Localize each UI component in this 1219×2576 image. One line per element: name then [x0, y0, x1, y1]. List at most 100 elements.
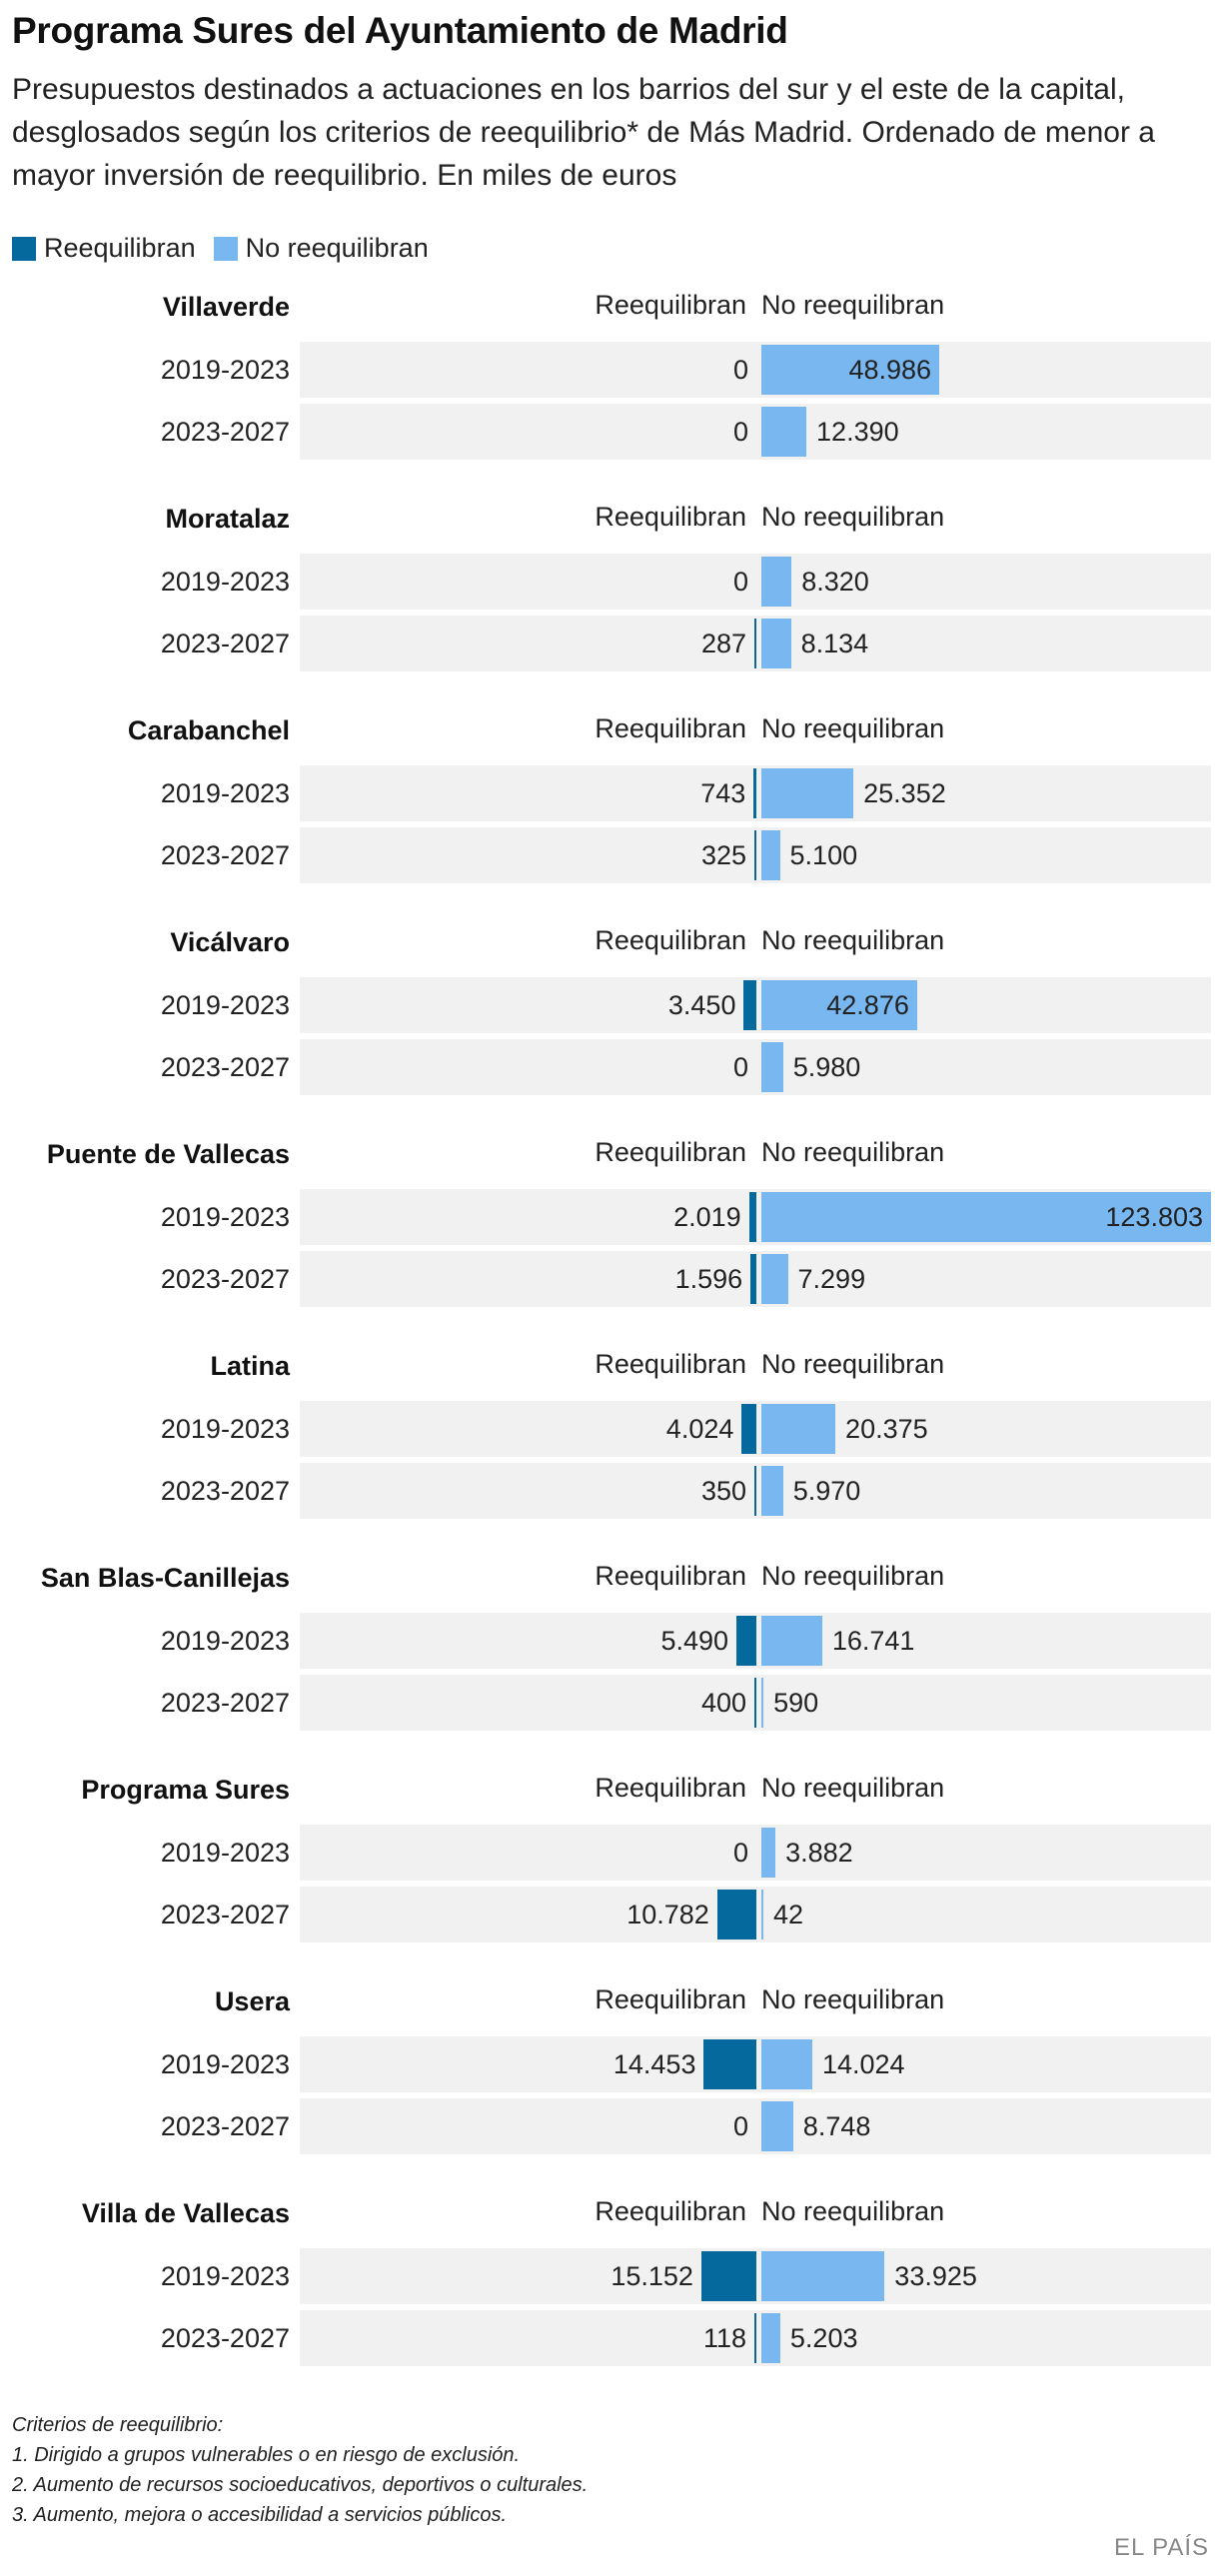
value-label-reequilibran: 0 [732, 1052, 748, 1082]
value-label-reequilibran: 15.152 [610, 2261, 693, 2291]
value-label-no-reequilibran: 8.320 [801, 567, 869, 597]
group-usera: Usera Reequilibran No reequilibran 2019-202… [0, 1974, 1219, 2186]
value-label-reequilibran: 0 [732, 417, 748, 447]
period-label: 2019-2023 [160, 1626, 290, 1656]
data-row: 2023-2027 0 8.748 [0, 2098, 1219, 2154]
period-label: 2023-2027 [160, 629, 290, 658]
value-label-no-reequilibran: 42.876 [826, 990, 909, 1020]
bar-reequilibran [753, 768, 756, 818]
group-name: Usera [214, 1986, 290, 2016]
bar-no-reequilibran [761, 345, 940, 395]
column-header-no-reequilibran: No reequilibran [761, 1773, 945, 1803]
group-vicalvaro: Vicálvaro Reequilibran No reequilibran 2019… [0, 915, 1219, 1127]
group-programa-sures: Programa Sures Reequilibran No reequilibra… [0, 1763, 1219, 1974]
column-header-reequilibran: Reequilibran [595, 1773, 746, 1803]
group-name: Vicálvaro [170, 927, 290, 957]
bar-no-reequilibran [761, 1042, 783, 1092]
legend: Reequilibran No reequilibran [12, 233, 447, 264]
group-name: Programa Sures [81, 1775, 290, 1805]
group-name: Villa de Vallecas [81, 2198, 290, 2228]
legend-swatch-reequilibran [12, 236, 36, 261]
value-label-no-reequilibran: 20.375 [845, 1414, 928, 1444]
value-label-no-reequilibran: 25.352 [863, 778, 946, 808]
bar-no-reequilibran [761, 2101, 793, 2151]
column-header-reequilibran: Reequilibran [595, 1349, 746, 1379]
chart-title: Programa Sures del Ayuntamiento de Madri… [12, 10, 788, 51]
column-header-reequilibran: Reequilibran [595, 290, 746, 320]
value-label-no-reequilibran: 5.980 [792, 1052, 861, 1082]
period-label: 2019-2023 [160, 567, 290, 597]
legend-item-no-reequilibran: No reequilibran [213, 233, 429, 264]
value-label-no-reequilibran: 8.134 [800, 629, 869, 658]
row-background [300, 404, 1211, 460]
column-header-reequilibran: Reequilibran [595, 1984, 746, 2014]
data-row: 2019-2023 0 48.986 [0, 342, 1219, 398]
bar-reequilibran [716, 1890, 756, 1939]
value-label-reequilibran: 0 [732, 355, 748, 385]
period-label: 2023-2027 [160, 1052, 290, 1082]
column-header-reequilibran: Reequilibran [595, 713, 746, 743]
footnotes: Criterios de reequilibrio: 1. Dirigido a… [12, 2410, 588, 2530]
bar-no-reequilibran [761, 407, 807, 457]
period-label: 2023-2027 [160, 840, 290, 870]
data-row: 2023-2027 1.596 7.299 [0, 1251, 1219, 1307]
row-background [300, 1039, 1211, 1095]
value-label-no-reequilibran: 5.970 [792, 1476, 861, 1506]
bar-reequilibran [750, 1254, 756, 1304]
data-row: 2019-2023 14.453 14.024 [0, 2036, 1219, 2092]
period-label: 2019-2023 [160, 1202, 290, 1232]
period-label: 2019-2023 [160, 2261, 290, 2291]
column-header-reequilibran: Reequilibran [595, 925, 746, 955]
footnote-item: 1. Dirigido a grupos vulnerables o en ri… [12, 2444, 521, 2466]
value-label-reequilibran: 10.782 [626, 1900, 709, 1930]
data-row: 2019-2023 743 25.352 [0, 765, 1219, 821]
row-background [300, 2098, 1211, 2154]
bar-no-reequilibran [761, 2251, 885, 2301]
bar-reequilibran [741, 1404, 756, 1454]
bar-no-reequilibran [761, 980, 917, 1030]
bar-reequilibran [736, 1616, 756, 1666]
group-name: San Blas-Canillejas [40, 1563, 290, 1593]
bar-no-reequilibran [761, 768, 854, 818]
bar-reequilibran [743, 980, 756, 1030]
period-label: 2019-2023 [160, 355, 290, 385]
value-label-no-reequilibran: 8.748 [802, 2111, 871, 2141]
data-row: 2023-2027 350 5.970 [0, 1463, 1219, 1519]
data-row: 2023-2027 10.782 42 [0, 1887, 1219, 1942]
bar-reequilibran [754, 2313, 756, 2363]
legend-item-reequilibran: Reequilibran [12, 233, 196, 264]
group-name: Villaverde [162, 292, 290, 322]
group-san-blas-canillejas: San Blas-Canillejas Reequilibran No reequi… [0, 1551, 1219, 1763]
value-label-no-reequilibran: 5.100 [789, 840, 858, 870]
data-row: 2019-2023 0 3.882 [0, 1825, 1219, 1881]
bar-reequilibran [754, 619, 756, 668]
group-villa-de-vallecas: Villa de Vallecas Reequilibran No reequili… [0, 2186, 1219, 2398]
period-label: 2019-2023 [160, 990, 290, 1020]
column-header-reequilibran: Reequilibran [595, 1561, 746, 1591]
period-label: 2023-2027 [160, 1264, 290, 1294]
column-header-no-reequilibran: No reequilibran [761, 925, 945, 955]
value-label-reequilibran: 5.490 [660, 1626, 729, 1656]
period-label: 2023-2027 [160, 2111, 290, 2141]
data-row: 2023-2027 0 12.390 [0, 404, 1219, 460]
value-label-reequilibran: 0 [732, 567, 748, 597]
value-label-no-reequilibran: 590 [773, 1688, 819, 1718]
value-label-reequilibran: 743 [700, 778, 746, 808]
bar-no-reequilibran [761, 1466, 783, 1516]
data-row: 2019-2023 5.490 16.741 [0, 1613, 1219, 1669]
group-name: Carabanchel [127, 715, 290, 745]
column-header-reequilibran: Reequilibran [595, 2196, 746, 2226]
bar-no-reequilibran [761, 1890, 763, 1939]
data-row: 2019-2023 0 8.320 [0, 554, 1219, 610]
column-header-no-reequilibran: No reequilibran [761, 1984, 945, 2014]
value-label-reequilibran: 0 [732, 1838, 748, 1868]
footnote-item: 3. Aumento, mejora o accesibilidad a ser… [12, 2504, 508, 2526]
value-label-no-reequilibran: 33.925 [894, 2261, 977, 2291]
value-label-no-reequilibran: 5.203 [789, 2323, 858, 2353]
column-header-no-reequilibran: No reequilibran [761, 502, 945, 532]
legend-swatch-no-reequilibran [213, 236, 238, 261]
value-label-reequilibran: 2.019 [673, 1202, 741, 1232]
group-latina: Latina Reequilibran No reequilibran 2019-20… [0, 1339, 1219, 1551]
row-background [300, 1825, 1211, 1881]
bar-no-reequilibran [761, 2313, 780, 2363]
